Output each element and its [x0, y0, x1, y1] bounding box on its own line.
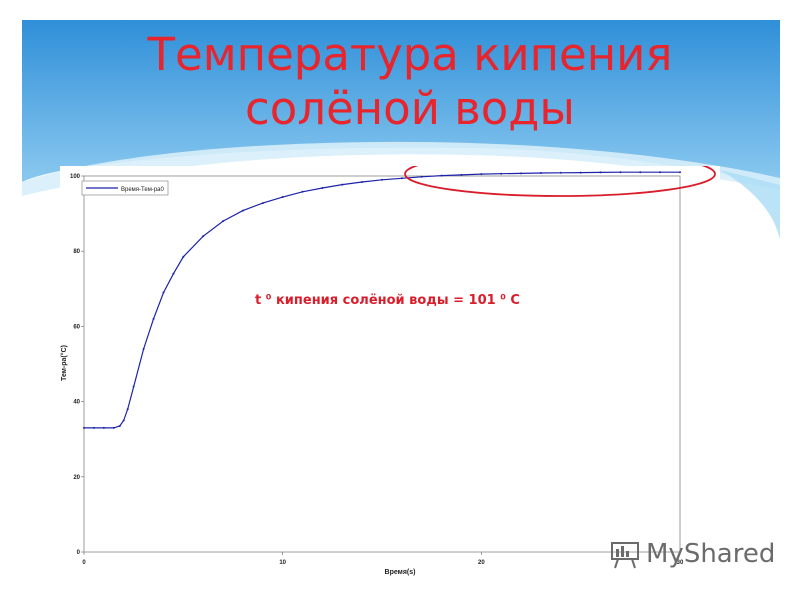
- plateau-highlight-ellipse: [404, 166, 716, 197]
- tick-labels: 0 10 20 30 0 20 40 60 80 100: [70, 174, 684, 566]
- data-point: [126, 408, 129, 411]
- line-chart: 0 10 20 30 0 20 40 60 80 100 Время-Тем-ра0 Время(…: [60, 171, 684, 576]
- boiling-point-annotation: t ⁰ кипения солёной воды = 101 ⁰ С: [255, 293, 520, 308]
- data-point: [559, 171, 562, 174]
- data-point: [639, 171, 642, 174]
- data-point: [202, 235, 205, 238]
- watermark: MyShared: [608, 536, 775, 572]
- data-point: [679, 171, 681, 174]
- data-point: [659, 171, 662, 174]
- y-tick-label: 80: [73, 249, 80, 255]
- data-point: [460, 173, 463, 176]
- watermark-text: MyShared: [646, 539, 776, 569]
- data-point: [118, 425, 121, 428]
- data-point: [92, 426, 95, 429]
- data-point: [112, 426, 115, 429]
- highlight-overlay: [404, 166, 716, 197]
- y-tick-label: 20: [73, 475, 80, 481]
- legend: Время-Тем-ра0: [81, 180, 169, 196]
- data-point: [102, 426, 105, 429]
- data-point: [122, 419, 125, 422]
- data-point: [500, 172, 503, 175]
- data-point: [281, 196, 284, 199]
- series: [83, 171, 681, 429]
- y-tick-label: 40: [73, 400, 80, 406]
- header-wave-highlight: [22, 141, 780, 196]
- data-point: [152, 317, 155, 320]
- data-point: [619, 171, 622, 174]
- data-point: [341, 183, 344, 186]
- data-point: [440, 174, 443, 177]
- data-point: [480, 173, 483, 176]
- y-tick-label: 100: [70, 174, 81, 180]
- header-wave-band: [22, 20, 780, 185]
- data-point: [132, 385, 135, 388]
- data-point: [361, 181, 364, 184]
- data-point: [241, 209, 244, 212]
- data-point: [599, 171, 602, 174]
- data-point: [520, 172, 523, 175]
- data-point: [539, 171, 542, 174]
- x-tick-label: 0: [82, 560, 86, 566]
- watermark-icon: [611, 542, 639, 569]
- y-tick-label: 0: [77, 550, 81, 556]
- slide-title: Температура кипения солёной воды: [147, 28, 673, 135]
- x-tick-label: 20: [478, 560, 485, 566]
- x-axis-label: Время(s): [385, 569, 416, 576]
- data-point: [83, 426, 85, 429]
- data-point: [142, 347, 145, 350]
- data-point: [420, 175, 423, 178]
- legend-box: [81, 180, 169, 196]
- data-point: [321, 187, 324, 190]
- data-point: [261, 202, 264, 205]
- chart-panel: 0 10 20 30 0 20 40 60 80 100 Время-Тем-ра0 Время(…: [60, 166, 720, 578]
- plot-area-frame: [83, 175, 681, 553]
- data-point: [301, 190, 304, 193]
- side-wave-right: [720, 170, 780, 240]
- x-tick-label: 30: [677, 560, 684, 566]
- legend-label: Время-Тем-ра0: [121, 187, 165, 193]
- axes: [81, 175, 681, 555]
- x-tick-label: 10: [279, 560, 286, 566]
- data-point: [182, 255, 185, 258]
- data-point: [400, 177, 403, 180]
- data-point: [222, 220, 225, 223]
- series-line: [84, 171, 680, 429]
- data-point: [579, 171, 582, 174]
- data-point: [381, 178, 383, 181]
- y-axis-label: Тем-ра(°C): [60, 345, 68, 381]
- data-point: [172, 272, 175, 275]
- data-point: [162, 291, 165, 294]
- y-tick-label: 60: [73, 324, 80, 330]
